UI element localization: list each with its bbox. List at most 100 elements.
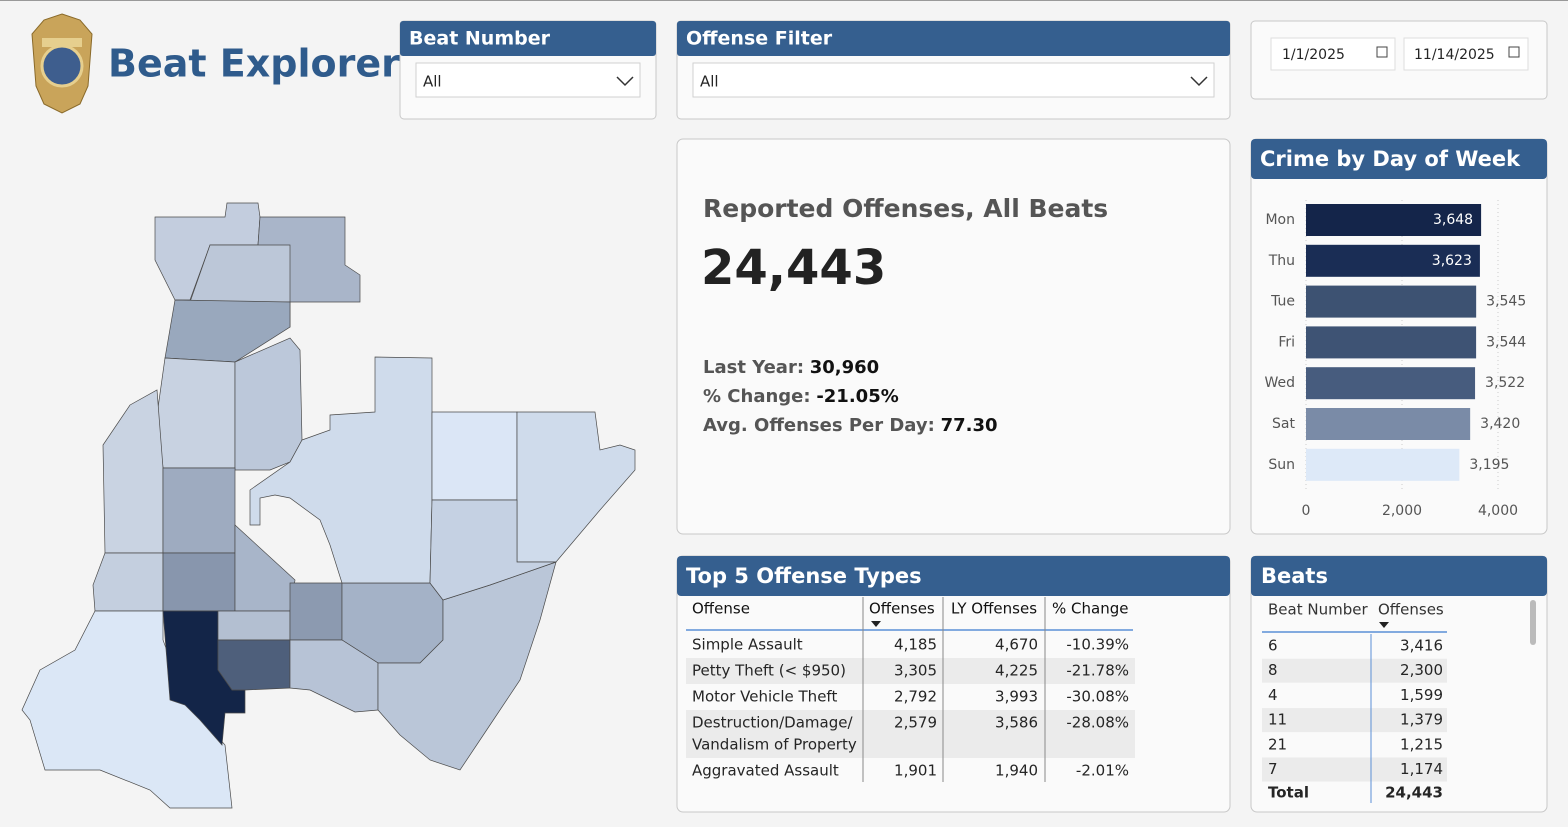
- filter-label: Beat Number: [409, 28, 551, 50]
- filter-label: Offense Filter: [686, 28, 833, 50]
- beat-area[interactable]: [217, 639, 291, 691]
- kpi-value: 24,443: [701, 240, 886, 296]
- bar: [1306, 448, 1460, 481]
- value-label: 3,420: [1480, 416, 1520, 432]
- value: -21.05%: [816, 386, 898, 407]
- beat-area[interactable]: [429, 499, 557, 601]
- value-label: 3,195: [1469, 457, 1509, 473]
- beat-map: [21, 202, 636, 809]
- date-input[interactable]: [1403, 37, 1529, 71]
- column-header: Offenses: [869, 600, 935, 618]
- chart-header: [1251, 139, 1547, 179]
- cell: Motor Vehicle Theft: [692, 688, 837, 706]
- cell: -28.08%: [1066, 714, 1129, 732]
- cell: -2.01%: [1076, 762, 1129, 780]
- category-label: Mon: [1265, 212, 1295, 228]
- cell: 8: [1268, 661, 1278, 679]
- cell: 2,792: [894, 688, 937, 706]
- label: Last Year:: [703, 357, 804, 378]
- beat-area[interactable]: [162, 552, 236, 612]
- date-value: 11/14/2025: [1414, 47, 1495, 63]
- bar: [1306, 204, 1482, 236]
- column-header: Offense: [692, 600, 750, 618]
- filter-header: [677, 21, 1230, 56]
- beat-area[interactable]: [92, 552, 164, 612]
- cell: 1,940: [995, 762, 1038, 780]
- x-tick-label: 0: [1302, 503, 1311, 519]
- bar: [1306, 285, 1477, 318]
- beat-area[interactable]: [377, 561, 557, 771]
- sort-arrow: [871, 621, 881, 627]
- beat-area[interactable]: [234, 337, 303, 471]
- x-tick-label: 4,000: [1478, 503, 1518, 519]
- beat-area[interactable]: [189, 244, 291, 303]
- value: 77.30: [941, 415, 998, 436]
- beat-area[interactable]: [289, 582, 343, 641]
- cell: 21: [1268, 735, 1287, 753]
- table-title: Beats: [1261, 564, 1328, 588]
- cell: Vandalism of Property: [692, 736, 857, 754]
- cell: -21.78%: [1066, 662, 1129, 680]
- table-header: [677, 556, 1230, 596]
- value-label: 3,648: [1433, 212, 1473, 228]
- cell: 7: [1268, 760, 1278, 778]
- beat-area[interactable]: [164, 299, 291, 363]
- kpi-change: % Change: -21.05%: [703, 386, 899, 407]
- row-shade: [1262, 757, 1447, 782]
- cell: 4: [1268, 686, 1278, 704]
- calendar-icon: [1508, 46, 1520, 58]
- bar: [1306, 244, 1480, 277]
- beat-area[interactable]: [289, 639, 379, 713]
- kpi-avg: Avg. Offenses Per Day: 77.30: [703, 415, 998, 436]
- end-date[interactable]: 11/14/2025: [1403, 37, 1529, 71]
- dropdown-box[interactable]: [692, 62, 1215, 98]
- value: 30,960: [810, 357, 879, 378]
- cell: -10.39%: [1066, 636, 1129, 654]
- kpi-card: [676, 138, 1231, 535]
- cell: 3,586: [995, 714, 1038, 732]
- category-label: Sun: [1268, 457, 1295, 473]
- dropdown-value: All: [423, 73, 442, 91]
- column-header: Beat Number: [1268, 601, 1368, 619]
- row-shade: [686, 658, 1135, 684]
- beat-area[interactable]: [516, 411, 636, 563]
- cell: 3,993: [995, 688, 1038, 706]
- total-value: 24,443: [1385, 784, 1443, 802]
- beat-area[interactable]: [156, 357, 236, 469]
- cell: Aggravated Assault: [692, 762, 839, 780]
- category-label: Fri: [1278, 334, 1295, 350]
- sort-arrow: [1379, 622, 1389, 628]
- cell: 2,300: [1400, 661, 1443, 679]
- value-label: 3,623: [1432, 253, 1472, 269]
- beat-area[interactable]: [162, 467, 236, 554]
- value-label: 3,544: [1486, 334, 1526, 350]
- beat-area[interactable]: [102, 389, 164, 554]
- beat-area[interactable]: [234, 524, 296, 612]
- beats-table: Beat Number Offenses 6 3,416 8 2,300 4 1,599 11 1…: [1262, 601, 1447, 803]
- cell: 2,579: [894, 714, 937, 732]
- beat-area[interactable]: [217, 610, 291, 641]
- offense-dropdown[interactable]: All: [692, 62, 1215, 98]
- cell: 3,416: [1400, 637, 1443, 655]
- table-header: [1251, 556, 1547, 596]
- label: % Change:: [703, 386, 811, 407]
- x-tick-label: 2,000: [1382, 503, 1422, 519]
- scrollbar[interactable]: [1530, 600, 1536, 645]
- beat-dropdown[interactable]: All: [415, 62, 641, 98]
- date-input[interactable]: [1270, 37, 1396, 71]
- start-date[interactable]: 1/1/2025: [1270, 37, 1396, 71]
- beat-area[interactable]: [249, 356, 433, 584]
- app-title: Beat Explorer: [108, 42, 400, 86]
- cell: -30.08%: [1066, 688, 1129, 706]
- label: Avg. Offenses Per Day:: [703, 415, 935, 436]
- cell: 6: [1268, 637, 1278, 655]
- bar: [1306, 326, 1477, 359]
- dropdown-box[interactable]: [415, 62, 641, 98]
- beat-area[interactable]: [431, 411, 518, 501]
- chevron: [616, 76, 634, 87]
- column-header: Offenses: [1378, 601, 1444, 619]
- bar: [1306, 367, 1476, 400]
